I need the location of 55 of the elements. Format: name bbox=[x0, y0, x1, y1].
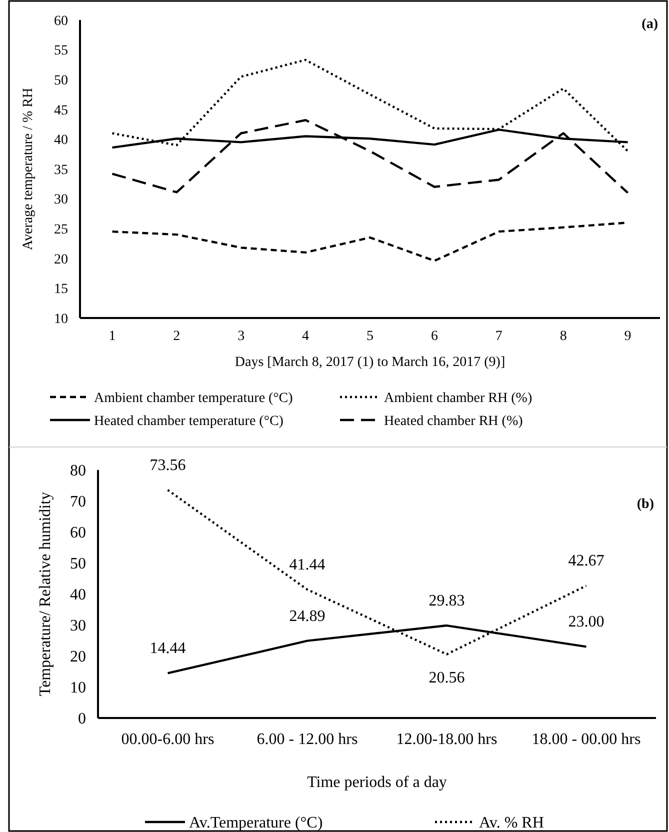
x-tick-label: 00.00-6.00 hrs bbox=[121, 731, 214, 748]
legend-label: Heated chamber temperature (°C) bbox=[94, 414, 284, 429]
data-label: 20.56 bbox=[428, 669, 465, 686]
x-tick-label: 12.00-18.00 hrs bbox=[396, 731, 498, 748]
legend-label: Ambient chamber RH (%) bbox=[384, 390, 532, 406]
data-label: 73.56 bbox=[150, 456, 186, 474]
x-tick-label: 2 bbox=[173, 329, 180, 344]
y-tick-label: 80 bbox=[70, 462, 86, 480]
x-axis-title: Time periods of a day bbox=[307, 774, 447, 791]
y-tick-label: 70 bbox=[70, 494, 86, 511]
data-label: 41.44 bbox=[289, 556, 326, 574]
y-tick-label: 20 bbox=[54, 252, 68, 268]
y-tick-label: 0 bbox=[78, 710, 86, 728]
y-tick-label: 55 bbox=[54, 44, 68, 59]
annotation: (a) bbox=[642, 17, 658, 32]
line-series bbox=[111, 119, 629, 194]
y-tick-label: 60 bbox=[54, 14, 68, 29]
data-label: 29.83 bbox=[428, 592, 465, 610]
y-tick-label: 40 bbox=[54, 133, 68, 148]
y-tick-label: 30 bbox=[54, 192, 68, 208]
legend-label: Av. % RH bbox=[479, 814, 544, 832]
x-tick-label: 5 bbox=[366, 329, 374, 344]
y-tick-label: 60 bbox=[70, 524, 86, 542]
y-tick-label: 40 bbox=[70, 586, 86, 604]
legend-label: Av.Temperature (°C) bbox=[189, 814, 323, 832]
y-tick-label: 20 bbox=[70, 648, 86, 666]
data-label: 42.67 bbox=[568, 552, 604, 570]
x-axis-title: Days [March 8, 2017 (1) to March 16, 2017 (9)] bbox=[234, 355, 506, 370]
y-tick-label: 15 bbox=[54, 282, 68, 298]
x-tick-label: 4 bbox=[302, 329, 310, 344]
legend-label: Ambient chamber temperature (°C) bbox=[94, 390, 294, 406]
x-tick-label: 1 bbox=[108, 329, 116, 344]
legend-label: Heated chamber RH (%) bbox=[384, 414, 524, 429]
y-tick-label: 25 bbox=[54, 222, 68, 238]
x-tick-label: 6 bbox=[430, 329, 438, 344]
line-series bbox=[111, 58, 629, 152]
x-tick-label: 6.00 - 12.00 hrs bbox=[256, 731, 358, 748]
x-tick-label: 7 bbox=[495, 329, 502, 344]
y-tick-label: 50 bbox=[54, 74, 68, 88]
y-axis-title: Temperature/ Relative humidity bbox=[37, 492, 54, 696]
y-tick-label: 35 bbox=[54, 162, 68, 178]
x-tick-label: 3 bbox=[238, 329, 245, 344]
y-axis-title: Average temperature / % RH bbox=[21, 88, 36, 250]
y-tick-label: 45 bbox=[54, 103, 68, 118]
annotation: (b) bbox=[636, 497, 654, 512]
data-label: 23.00 bbox=[568, 614, 604, 631]
x-tick-label: 9 bbox=[624, 329, 632, 344]
y-tick-label: 10 bbox=[70, 680, 86, 697]
data-label: 24.89 bbox=[289, 608, 326, 625]
y-tick-label: 50 bbox=[70, 556, 86, 573]
y-tick-label: 10 bbox=[54, 312, 68, 327]
x-tick-label: 8 bbox=[560, 329, 567, 344]
y-tick-label: 30 bbox=[70, 618, 86, 635]
data-label: 14.44 bbox=[150, 640, 186, 658]
x-tick-label: 18.00 - 00.00 hrs bbox=[532, 731, 641, 748]
